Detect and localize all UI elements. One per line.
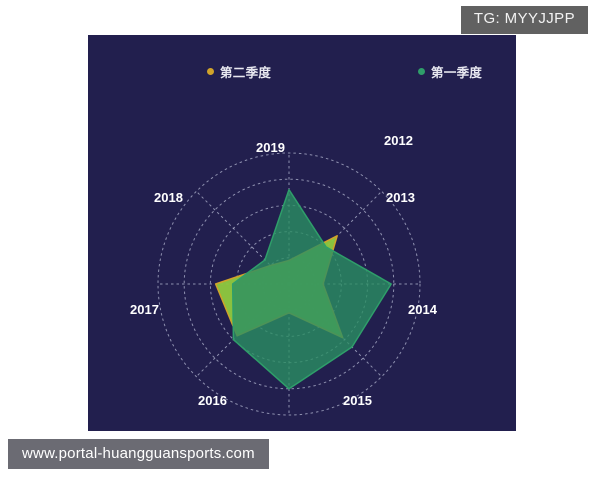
radar-series-polygon [231,188,392,390]
axis-label-2017: 2017 [130,302,159,317]
chart-panel: 2012 2013 2014 2015 2016 2017 2018 2019 第二季度 第一… [88,35,516,431]
legend-dot-icon-q1 [418,67,425,75]
axis-label-2019: 2019 [256,140,285,155]
axis-label-2015: 2015 [343,393,372,408]
axis-label-2018: 2018 [154,190,183,205]
grid-ring [157,152,421,416]
legend-item-q2[interactable]: 第二季度 [207,61,271,81]
legend-dot-icon-q2 [207,67,214,75]
url-watermark: www.portal-huangguansports.com [8,438,269,469]
chart-legend: 第二季度 第一季度 [88,61,516,81]
axis-label-2016: 2016 [198,393,227,408]
legend-label-q2: 第二季度 [220,65,272,80]
radar-chart: 2012 2013 2014 2015 2016 2017 2018 2019 [130,133,438,416]
axis-label-2013: 2013 [386,190,415,205]
axis-label-2014: 2014 [408,302,438,317]
legend-label-q1: 第一季度 [431,65,483,80]
tg-badge: TG: MYYJJPP [460,6,588,34]
axis-label-2012: 2012 [384,133,413,148]
radar-series-layer [214,188,392,390]
legend-item-q1[interactable]: 第一季度 [418,61,482,81]
radar-axis-labels: 2012 2013 2014 2015 2016 2017 2018 2019 [130,133,438,408]
